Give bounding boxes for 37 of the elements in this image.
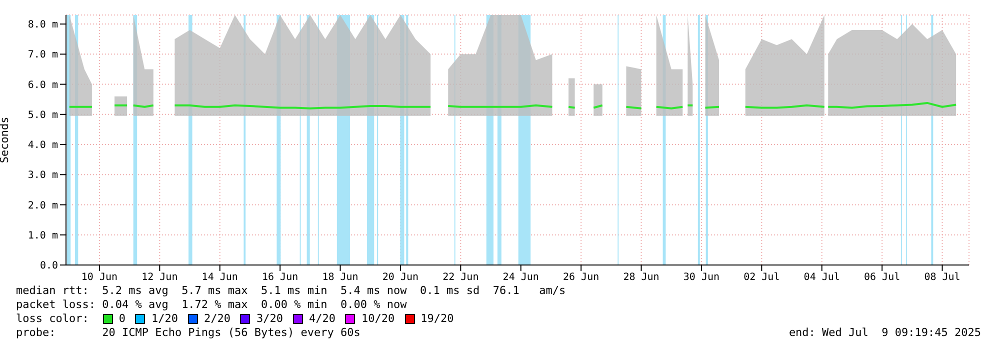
y-tick-label: 2.0 m <box>28 200 58 212</box>
text: loss color: <box>16 312 89 326</box>
text: 19/20 <box>420 312 454 326</box>
x-tick-label: 24 Jun <box>502 272 539 284</box>
y-tick-label: 7.0 m <box>28 50 58 61</box>
y-tick-label: 5.0 m <box>28 110 58 121</box>
text: median rtt: 5.2 ms avg 5.7 ms max 5.1 ms min 5.4 ms now 0.1 ms sd 76.1 am/s <box>16 284 566 298</box>
x-tick-label: 22 Jun <box>442 272 479 284</box>
x-tick-label: 30 Jun <box>683 272 720 284</box>
y-tick-label: 3.0 m <box>28 170 58 182</box>
x-tick-label: 02 Jul <box>744 272 780 284</box>
x-tick-label: 20 Jun <box>382 272 419 284</box>
x-tick-label: 10 Jun <box>81 272 118 284</box>
text: 4/20 <box>308 312 336 326</box>
x-tick-label: 26 Jun <box>563 272 600 284</box>
x-tick-label: 12 Jun <box>142 272 178 284</box>
text: probe: 20 ICMP Echo Pings (56 Bytes) every 60s <box>16 326 362 340</box>
x-tick-label: 04 Jul <box>804 272 840 284</box>
text: 3/20 <box>256 312 283 326</box>
x-tick-label: 18 Jun <box>322 272 358 284</box>
text: end: Wed Jul 9 09:19:45 2025 <box>788 326 981 340</box>
text: 0 <box>118 312 126 326</box>
y-tick-label: 8.0 m <box>28 20 58 31</box>
x-tick-label: 08 Jul <box>924 272 960 284</box>
y-tick-label: 1.0 m <box>28 230 58 242</box>
text: 1/20 <box>151 312 178 326</box>
text: 2/20 <box>204 312 230 326</box>
x-tick-label: 06 Jul <box>864 272 900 284</box>
y-tick-label: 6.0 m <box>28 80 58 91</box>
y-axis-title: Seconds <box>0 116 11 164</box>
y-tick-label: 0.0 <box>40 260 58 272</box>
y-tick-label: 4.0 m <box>28 140 58 152</box>
x-tick-label: 16 Jun <box>262 272 298 284</box>
x-tick-label: 28 Jun <box>623 272 660 284</box>
text: 10/20 <box>361 312 395 326</box>
text: packet loss: 0.04 % avg 1.72 % max 0.00 % min 0.00 % now <box>16 298 408 312</box>
x-tick-label: 14 Jun <box>202 272 238 284</box>
